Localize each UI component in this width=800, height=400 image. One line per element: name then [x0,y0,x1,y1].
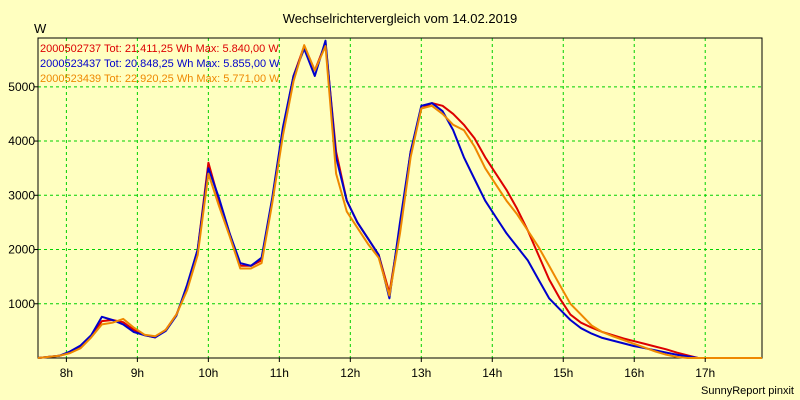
x-tick-label: 13h [411,366,431,380]
x-tick-label: 17h [695,366,715,380]
chart-title: Wechselrichtervergleich vom 14.02.2019 [283,11,518,26]
legend-entry-2000523439: 2000523439 Tot: 22.920,25 Wh Max: 5.771,… [40,73,280,85]
plot-area [37,37,763,359]
legend-entry-2000523437: 2000523437 Tot: 20.848,25 Wh Max: 5.855,… [40,58,280,70]
x-axis-ticks: 8h 9h 10h 11h 12h 13h 14h 15h 16h 17h [60,358,715,380]
series-lines [37,39,762,359]
x-tick-label: 8h [60,366,73,380]
credit-text: SunnyReport pinxit [701,385,794,397]
x-tick-label: 11h [270,366,289,380]
x-tick-label: 9h [131,366,144,380]
y-tick-label: 5000 [8,80,35,94]
y-axis-ticks: 1000 2000 3000 4000 5000 [8,80,38,311]
y-tick-label: 3000 [8,188,35,202]
legend-entry-2000502737: 2000502737 Tot: 21.411,25 Wh Max: 5.840,… [40,43,279,55]
y-axis-unit: W [34,21,47,36]
series-line-2000523439 [37,44,762,359]
y-tick-label: 4000 [8,134,35,148]
x-tick-label: 10h [198,366,218,380]
plot-frame [37,37,763,359]
y-tick-label: 1000 [8,297,35,311]
x-tick-label: 14h [482,366,502,380]
x-tick-label: 16h [624,366,644,380]
legend: 2000502737 Tot: 21.411,25 Wh Max: 5.840,… [40,43,280,85]
x-tick-label: 12h [340,366,360,380]
x-tick-label: 15h [553,366,573,380]
y-tick-label: 2000 [8,243,35,257]
